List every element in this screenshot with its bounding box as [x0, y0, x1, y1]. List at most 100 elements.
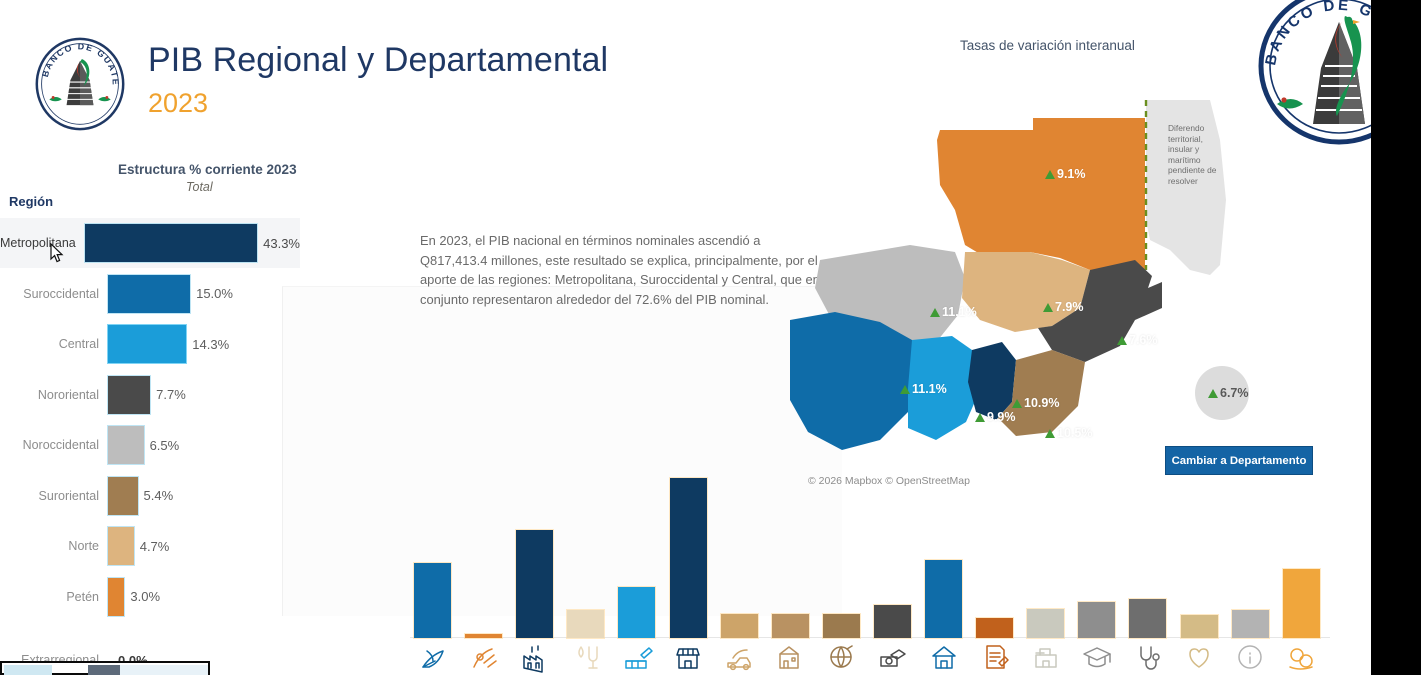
map-value-label: 9.1%	[1045, 167, 1086, 181]
bar-row[interactable]: Noroccidental 6.5%	[0, 420, 300, 470]
manufacturing-icon[interactable]	[518, 641, 552, 673]
bar-value-label: 6.5%	[149, 437, 180, 453]
agriculture-icon[interactable]	[416, 641, 450, 673]
activity-bar[interactable]	[668, 477, 708, 639]
bar-rect[interactable]	[107, 425, 145, 465]
bar-row[interactable]: Metropolitana 43.3%	[0, 218, 300, 268]
map-title: Tasas de variación interanual	[960, 38, 1135, 53]
activity-bar[interactable]	[872, 604, 912, 639]
bar-rect[interactable]	[83, 223, 259, 263]
bar-value-label: 5.4%	[143, 488, 174, 503]
commerce-icon[interactable]	[671, 641, 705, 673]
bar-category-label: Central	[58, 337, 99, 351]
health-icon[interactable]	[1131, 641, 1165, 673]
bar-rect[interactable]	[107, 526, 135, 566]
up-arrow-icon	[1045, 169, 1055, 179]
axis-baseline	[410, 637, 1330, 638]
bar-row[interactable]: Nororiental 7.7%	[0, 370, 300, 420]
professional-services-icon[interactable]	[978, 641, 1012, 673]
electricity-water-icon[interactable]	[569, 641, 603, 673]
bar-value-label: 4.7%	[139, 538, 170, 554]
region-axis-label: Región	[9, 194, 54, 209]
information-icon[interactable]	[1233, 641, 1267, 673]
activity-bar[interactable]	[1281, 568, 1321, 639]
map-value-label: 6.7%	[1208, 386, 1249, 400]
up-arrow-icon	[1043, 302, 1053, 312]
activity-bar[interactable]	[566, 609, 606, 639]
construction-icon[interactable]	[620, 641, 654, 673]
mining-icon[interactable]	[467, 641, 501, 673]
map-value-text: 7.6%	[1129, 333, 1158, 347]
cambiar-a-departamento-button[interactable]: Cambiar a Departamento	[1165, 446, 1313, 475]
activity-bar[interactable]	[770, 612, 810, 640]
dashboard-header: BANCO DE GUATEMALA PIB	[0, 0, 1371, 150]
map-value-label: 7.9%	[1043, 300, 1084, 314]
background-window[interactable]	[0, 661, 210, 675]
public-administration-icon[interactable]	[1029, 641, 1063, 673]
map-value-label: 10.9%	[1012, 396, 1059, 410]
title-block: PIB Regional y Departamental 2023	[148, 38, 608, 120]
bar-rect[interactable]	[106, 576, 126, 617]
bar-category-label: Petén	[66, 589, 99, 604]
map-value-label: 11.1%	[930, 305, 977, 319]
bar-value-label: 7.7%	[156, 387, 186, 402]
up-arrow-icon	[1045, 428, 1055, 438]
bar-row[interactable]: Suroccidental 15.0%	[0, 269, 300, 319]
structure-chart-subtitle: Total	[186, 180, 213, 194]
activity-bar[interactable]	[924, 558, 963, 640]
activity-bar[interactable]	[719, 612, 759, 640]
structure-chart-title: Estructura % corriente 2023	[118, 162, 297, 177]
bar-row[interactable]: Norte 4.7%	[0, 521, 300, 571]
activity-bar[interactable]	[1026, 607, 1066, 640]
activity-bar[interactable]	[1230, 609, 1270, 639]
letterbox	[1371, 0, 1421, 675]
transport-icon[interactable]	[722, 641, 756, 673]
hotel-restaurant-icon[interactable]	[773, 641, 807, 673]
window-segment	[88, 665, 120, 675]
activity-bar[interactable]	[1077, 601, 1117, 639]
information-communication-icon[interactable]	[824, 641, 858, 673]
bar-category-label: Noroccidental	[22, 438, 99, 452]
banco-de-guatemala-logo-icon: BANCO DE GUATEMALA	[32, 36, 125, 131]
background-panel	[282, 286, 842, 616]
other-services-icon[interactable]	[1182, 641, 1216, 673]
bar-category-label: Suroccidental	[23, 286, 99, 301]
map-value-label: 11.1%	[900, 382, 947, 396]
map-value-label: 7.6%	[1117, 333, 1158, 347]
bar-row[interactable]: Central 14.3%	[0, 319, 300, 369]
real-estate-icon[interactable]	[927, 641, 961, 673]
map-value-text: 9.1%	[1057, 167, 1086, 181]
map-value-label: 9.9%	[975, 410, 1016, 424]
bar-row[interactable]: Petén 3.0%	[0, 572, 300, 622]
finance-icon[interactable]	[875, 641, 909, 673]
activity-bar[interactable]	[464, 633, 504, 639]
activity-bar[interactable]	[413, 561, 452, 640]
guatemala-map-shapes[interactable]	[790, 20, 1370, 490]
bar-rect[interactable]	[106, 273, 192, 314]
activity-bar[interactable]	[975, 617, 1015, 639]
choropleth-map[interactable]: Tasas de variación interanual	[790, 20, 1370, 490]
bar-row[interactable]: Suroriental 5.4%	[0, 471, 300, 521]
map-value-text: 11.1%	[942, 305, 977, 319]
map-value-text: 7.9%	[1055, 300, 1084, 314]
up-arrow-icon	[1208, 388, 1218, 398]
activity-bar[interactable]	[617, 586, 657, 639]
education-icon[interactable]	[1080, 641, 1114, 673]
taxes-icon[interactable]	[1284, 641, 1318, 673]
bar-value-label: 14.3%	[192, 336, 230, 352]
activity-bar[interactable]	[821, 612, 861, 640]
bar-rect[interactable]	[106, 324, 188, 364]
activity-bar[interactable]	[1128, 597, 1168, 640]
activity-bar[interactable]	[515, 529, 555, 639]
page-title: PIB Regional y Departamental	[148, 41, 609, 79]
map-value-label: 10.5%	[1045, 426, 1092, 440]
bar-value-label: 15.0%	[196, 286, 233, 301]
window-segment	[120, 665, 208, 675]
up-arrow-icon	[900, 384, 910, 394]
bar-rect[interactable]	[106, 374, 152, 415]
up-arrow-icon	[975, 412, 985, 422]
mouse-cursor	[50, 243, 64, 263]
activity-bar[interactable]	[1179, 614, 1219, 639]
bar-rect[interactable]	[107, 475, 139, 516]
